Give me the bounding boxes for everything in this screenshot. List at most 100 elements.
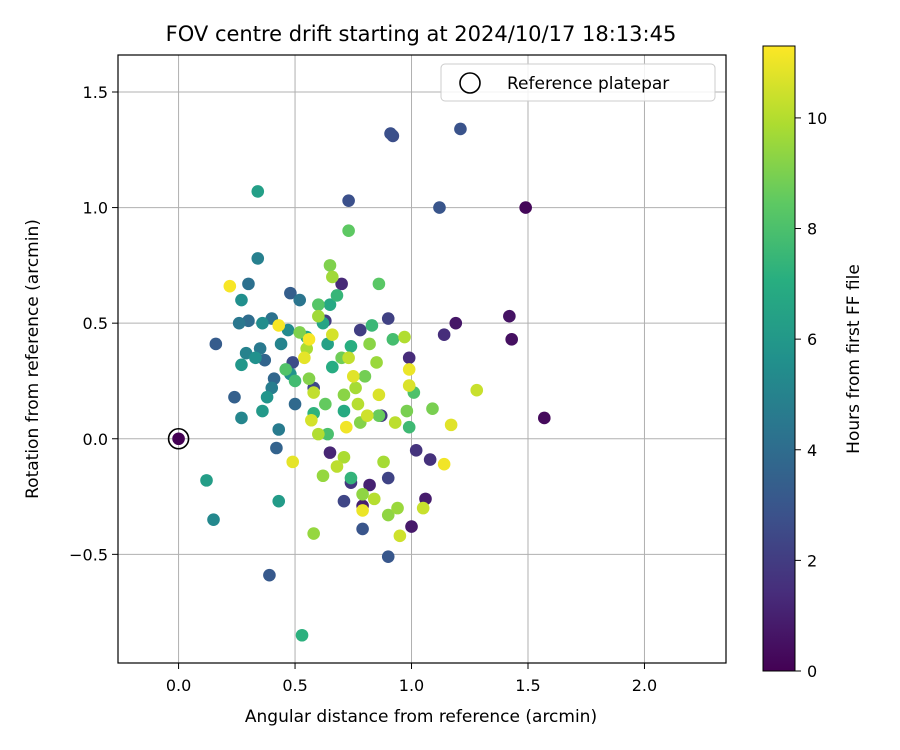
data-point	[279, 363, 293, 376]
data-point	[353, 323, 367, 337]
x-axis-label: Angular distance from reference (arcmin)	[245, 707, 597, 727]
plot-frame	[117, 54, 727, 664]
data-point	[256, 316, 269, 330]
legend-reference-marker	[459, 72, 481, 94]
legend-box	[440, 63, 716, 102]
grid-lines	[118, 55, 726, 663]
data-point	[470, 383, 484, 397]
data-point	[342, 194, 355, 207]
data-point	[326, 270, 339, 284]
data-point	[437, 328, 451, 342]
data-point	[537, 411, 551, 425]
data-point	[402, 420, 416, 434]
data-point	[228, 390, 241, 404]
data-point	[505, 333, 518, 346]
data-point	[337, 450, 351, 464]
data-point	[337, 388, 351, 402]
y-tick-label: 0.0	[83, 430, 108, 449]
data-point	[288, 374, 302, 388]
y-axis-label: Rotation from reference (arcmin)	[23, 219, 43, 499]
data-point	[423, 453, 437, 466]
data-point	[288, 397, 302, 411]
data-point	[342, 351, 355, 365]
data-point	[454, 122, 467, 136]
data-point	[339, 420, 353, 434]
data-point	[330, 289, 344, 302]
data-point	[263, 568, 276, 582]
data-point	[295, 628, 309, 642]
data-point	[260, 390, 274, 404]
data-point	[293, 326, 307, 339]
x-tick-label: 2.0	[632, 676, 657, 695]
data-point	[286, 455, 300, 469]
data-point	[305, 413, 318, 427]
data-point	[242, 277, 255, 291]
data-point	[307, 527, 320, 540]
data-point	[372, 388, 386, 402]
data-point	[256, 404, 269, 418]
colorbar-tick-label: 10	[807, 109, 827, 128]
x-tick-label: 1.5	[515, 676, 540, 695]
x-axis-ticks: 0.0 0.5 1.0 1.5 2.0	[166, 663, 657, 695]
data-point	[272, 319, 286, 332]
y-tick-label: −0.5	[69, 545, 108, 564]
data-point	[326, 360, 339, 374]
data-point	[384, 127, 397, 140]
reference-marker	[167, 427, 190, 450]
data-point	[330, 460, 344, 473]
data-point	[381, 471, 395, 485]
data-point	[363, 478, 376, 492]
colorbar	[762, 45, 796, 672]
data-point	[272, 423, 286, 436]
data-point	[274, 337, 288, 351]
data-point	[312, 309, 325, 323]
data-point	[293, 293, 307, 307]
data-point	[323, 259, 337, 272]
legend: Reference platepar	[440, 63, 716, 102]
data-point	[344, 471, 358, 485]
data-point	[312, 298, 325, 311]
data-point	[519, 201, 532, 214]
data-point	[207, 513, 220, 526]
data-point	[437, 457, 451, 471]
colorbar-tick-label: 8	[807, 220, 817, 239]
data-point	[337, 404, 351, 418]
data-point	[402, 351, 416, 365]
data-point	[381, 312, 395, 325]
data-point	[444, 418, 458, 432]
colorbar-ticks: 0 2 4 6 8 10	[795, 109, 827, 681]
data-point	[381, 508, 395, 522]
data-point	[503, 309, 516, 323]
data-point	[281, 323, 295, 337]
data-point	[270, 441, 283, 455]
data-point	[344, 339, 358, 353]
y-tick-label: 0.5	[83, 314, 108, 333]
data-point	[235, 293, 248, 307]
data-point	[326, 328, 339, 342]
data-point	[307, 386, 320, 399]
data-point	[323, 446, 337, 459]
data-point	[251, 252, 265, 265]
data-point	[388, 416, 402, 429]
chart-title: FOV centre drift starting at 2024/10/17 …	[166, 22, 677, 46]
legend-label: Reference platepar	[507, 74, 669, 94]
data-point	[235, 411, 248, 425]
data-point	[323, 298, 337, 311]
data-point	[335, 277, 348, 291]
data-point	[416, 501, 430, 515]
data-point	[312, 427, 325, 441]
x-tick-label: 1.0	[399, 676, 424, 695]
data-point	[363, 337, 376, 351]
data-point	[351, 397, 365, 411]
data-point	[239, 346, 253, 360]
data-point	[400, 404, 414, 418]
data-point	[377, 455, 390, 469]
data-point	[402, 363, 416, 376]
data-point	[372, 409, 386, 422]
data-point	[321, 427, 334, 441]
data-point	[386, 333, 400, 346]
data-point	[381, 550, 395, 563]
data-point	[398, 330, 411, 344]
data-point	[409, 444, 423, 457]
